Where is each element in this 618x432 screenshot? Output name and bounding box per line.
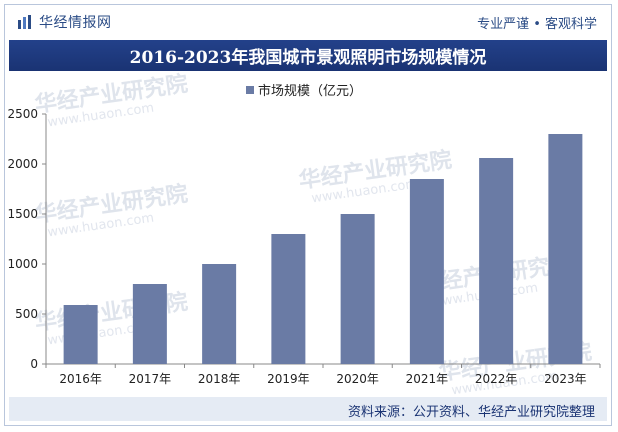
bar — [202, 264, 237, 364]
x-tick-label: 2020年 — [336, 372, 379, 386]
site-name: 华经情报网 — [39, 15, 112, 31]
bar — [132, 284, 167, 364]
bar — [548, 134, 583, 364]
bar-chart-logo-icon — [18, 15, 31, 29]
source-note: 资料来源：公开资料、华经产业研究院整理 — [347, 405, 595, 420]
x-tick-label: 2022年 — [475, 372, 518, 386]
y-tick-label: 0 — [30, 357, 38, 371]
bar — [479, 158, 514, 364]
y-tick-label: 2500 — [7, 107, 38, 121]
tick-labels: 0 500 1000 1500 2000 2500 2016年 2017年 2018年 2019年… — [7, 107, 601, 386]
x-tick-label: 2021年 — [406, 372, 449, 386]
x-tick-label: 2016年 — [59, 372, 102, 386]
chart-title: 2016-2023年我国城市景观照明市场规模情况 — [129, 48, 487, 68]
x-tick-label: 2017年 — [129, 372, 172, 386]
y-tick-label: 2000 — [7, 157, 38, 171]
top-bar: 华经情报网 专业严谨 • 客观科学 — [5, 5, 611, 35]
x-tick-label: 2018年 — [198, 372, 241, 386]
bar — [409, 179, 444, 364]
bar — [63, 305, 98, 364]
bars — [63, 134, 583, 364]
y-tick-label: 1000 — [7, 257, 38, 271]
legend-label: 市场规模（亿元） — [258, 83, 362, 99]
bar — [271, 234, 306, 364]
source-footer: 资料来源：公开资料、华经产业研究院整理 — [9, 397, 607, 421]
y-tick-label: 500 — [15, 307, 38, 321]
title-band: 2016-2023年我国城市景观照明市场规模情况 — [9, 40, 607, 71]
slogan: 专业严谨 • 客观科学 — [477, 17, 597, 32]
x-tick-label: 2019年 — [267, 372, 310, 386]
legend-swatch — [246, 86, 254, 94]
y-tick-label: 1500 — [7, 207, 38, 221]
brand-logo: 华经情报网 — [17, 12, 112, 32]
legend: 市场规模（亿元） — [246, 83, 362, 99]
bar — [340, 214, 375, 364]
x-tick-label: 2023年 — [544, 372, 587, 386]
